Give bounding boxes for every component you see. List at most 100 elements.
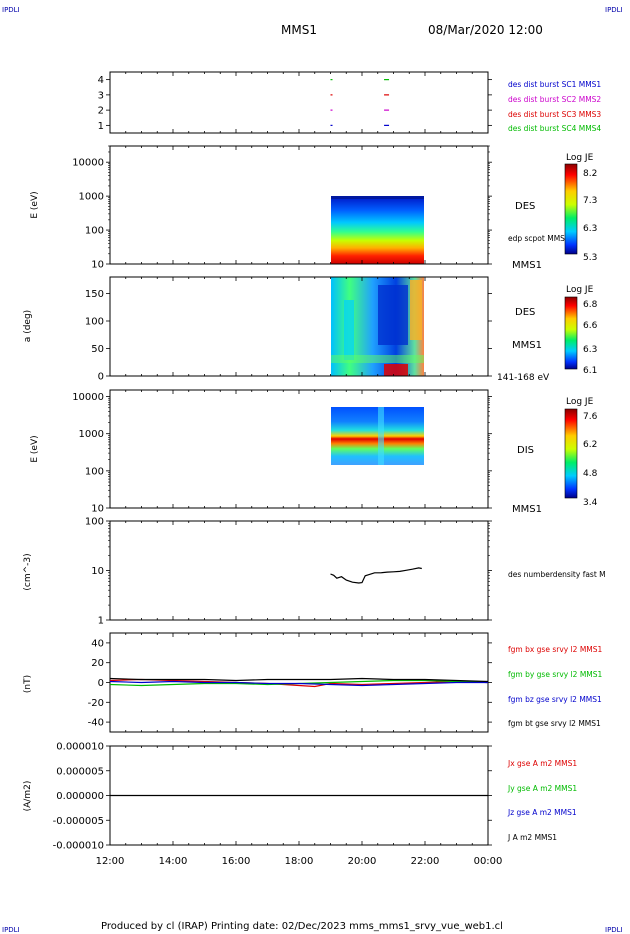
panel-5-y-ticks: -40 -20 0 20 40 xyxy=(88,638,492,729)
colorbar-1-tick-0: 8.2 xyxy=(583,169,597,179)
corner-label-top-left: IPDLI xyxy=(2,6,20,14)
panel-burst-flags: 1 2 3 4 des dist burst SC1 MMS1 des dist bu… xyxy=(98,71,601,134)
footer-credits: Produced by cl (IRAP) Printing date: 02/… xyxy=(101,921,503,932)
panel-1-species: DES xyxy=(515,201,535,212)
y-tick-label: 0.000000 xyxy=(56,791,104,802)
colorbar-1-label: Log JE xyxy=(566,153,594,163)
y-tick-label: 100 xyxy=(85,317,104,328)
y-tick-label: 100 xyxy=(85,517,104,528)
y-tick-label: 4 xyxy=(98,75,104,86)
legend-jx: Jx gse A m2 MMS1 xyxy=(507,759,577,768)
time-label: 12:00 xyxy=(96,856,125,867)
time-label: 20:00 xyxy=(348,856,377,867)
panel-3-ylabel: E (eV) xyxy=(30,435,40,462)
panel-1-y-ticks: 10 100 1000 10000 xyxy=(72,145,492,271)
panel-6-ylabel: (A/m2) xyxy=(23,781,33,812)
y-tick-label: 10 xyxy=(91,504,104,515)
y-tick-label: -20 xyxy=(88,698,104,709)
y-tick-label: 0.000005 xyxy=(56,766,104,777)
panel-4-ylabel: (cm^-3) xyxy=(23,553,33,590)
panel-des-energy: 10 100 1000 10000 E (eV) DES edp scpot MMS1… xyxy=(30,145,597,271)
panel-des-pitch: 0 50 100 150 a (deg) DES MMS1 141-168 eV Lo… xyxy=(23,276,598,383)
legend-burst-sc4: des dist burst SC4 MMS4 xyxy=(508,124,601,133)
colorbar-2-tick-2: 6.3 xyxy=(583,345,597,355)
y-tick-label: 0 xyxy=(98,678,104,689)
panel-3-frame xyxy=(109,389,489,509)
legend-burst-sc2: des dist burst SC2 MMS2 xyxy=(508,95,601,104)
time-label: 16:00 xyxy=(222,856,251,867)
legend-jz: Jz gse A m2 MMS1 xyxy=(507,808,577,817)
panel-5-ylabel: (nT) xyxy=(23,675,33,693)
y-tick-label: 2 xyxy=(98,106,104,117)
panel-3-spacecraft: MMS1 xyxy=(512,504,542,515)
panel-4-y-ticks: 1 10 100 xyxy=(85,517,492,627)
colorbar-3-tick-0: 7.6 xyxy=(583,412,598,422)
des-energy-top-edge xyxy=(331,196,424,199)
panel-4-frame xyxy=(109,520,489,621)
series-line xyxy=(109,678,489,688)
panel-0-burst-marks xyxy=(330,79,390,126)
figure-datetime: 08/Mar/2020 12:00 xyxy=(428,23,543,37)
y-tick-label: 10000 xyxy=(72,158,104,169)
y-tick-label: 100 xyxy=(85,466,104,477)
y-tick-label: 10 xyxy=(91,260,104,271)
colorbar-3-label: Log JE xyxy=(566,397,594,407)
legend-density: des numberdensity fast M xyxy=(508,570,606,579)
panel-1-spacecraft: MMS1 xyxy=(512,260,542,271)
y-tick-label: 40 xyxy=(91,638,104,649)
y-tick-label: 1000 xyxy=(79,429,104,440)
colorbar-2-tick-0: 6.8 xyxy=(583,300,598,310)
legend-fgm-bx: fgm bx gse srvy l2 MMS1 xyxy=(508,645,603,654)
y-tick-label: 0.000010 xyxy=(56,742,104,753)
des-pitch-hot-patch xyxy=(410,280,422,340)
colorbar-3 xyxy=(564,408,578,499)
y-tick-label: 10 xyxy=(91,566,104,577)
legend-burst-sc1: des dist burst SC1 MMS1 xyxy=(508,80,601,89)
colorbar-1-tick-2: 6.3 xyxy=(583,224,597,234)
series-line xyxy=(109,677,489,683)
legend-burst-sc3: des dist burst SC3 MMS3 xyxy=(508,110,601,119)
panel-5-series xyxy=(109,677,489,688)
des-pitch-red-patch xyxy=(384,364,408,376)
panel-3-y-ticks: 10 100 1000 10000 xyxy=(72,392,492,515)
panel-4-series xyxy=(330,567,422,584)
figure-title: MMS1 xyxy=(281,23,317,37)
colorbar-2-tick-1: 6.6 xyxy=(583,321,598,331)
colorbar-3-tick-2: 4.8 xyxy=(583,469,598,479)
colorbar-2-label: Log JE xyxy=(566,285,594,295)
dis-energy-stripe xyxy=(378,407,384,465)
dis-energy-spectrogram xyxy=(331,407,424,465)
y-tick-label: -0.000005 xyxy=(53,816,104,827)
panel-density: 1 10 100 (cm^-3) des numberdensity fast M xyxy=(23,517,606,627)
panel-2-species: DES xyxy=(515,307,535,318)
y-tick-label: 100 xyxy=(85,226,104,237)
corner-label-bottom-left: IPDLI xyxy=(2,926,20,934)
des-energy-spectrogram xyxy=(331,197,424,264)
y-tick-label: 3 xyxy=(98,90,104,101)
panel-6-y-ticks: -0.000010 -0.000005 0.000000 0.000005 0.0000… xyxy=(53,742,492,852)
legend-fgm-by: fgm by gse srvy l2 MMS1 xyxy=(508,670,603,679)
colorbar-3-tick-3: 3.4 xyxy=(583,498,598,508)
time-axis: 12:00 14:00 16:00 18:00 20:00 22:00 00:00 xyxy=(96,72,502,867)
time-label: 22:00 xyxy=(411,856,440,867)
legend-j: J A m2 MMS1 xyxy=(507,833,557,842)
colorbar-3-tick-1: 6.2 xyxy=(583,440,597,450)
panel-2-ylabel: a (deg) xyxy=(23,310,33,342)
series-line xyxy=(109,680,488,687)
panel-1-scpot-label: edp scpot MMS1 xyxy=(508,234,570,243)
panel-magnetic-field: -40 -20 0 20 40 (nT) fgm bx gse srvy l2 MMS1… xyxy=(23,632,603,733)
panel-current-density: -0.000010 -0.000005 0.000000 0.000005 0.0000… xyxy=(23,742,577,852)
panel-2-spacecraft: MMS1 xyxy=(512,340,542,351)
y-tick-label: 20 xyxy=(91,658,104,669)
panel-0-frame xyxy=(109,71,489,134)
panel-dis-energy: 10 100 1000 10000 E (eV) DIS MMS1 Log JE 7.… xyxy=(30,389,598,515)
time-label: 14:00 xyxy=(159,856,188,867)
corner-label-top-right: IPDLI xyxy=(605,6,623,14)
y-tick-label: -0.000010 xyxy=(53,841,104,852)
y-tick-label: 50 xyxy=(91,344,104,355)
time-label: 18:00 xyxy=(285,856,314,867)
panel-1-frame xyxy=(109,145,489,265)
colorbar-2-tick-3: 6.1 xyxy=(583,366,597,376)
legend-fgm-bt: fgm bt gse srvy l2 MMS1 xyxy=(508,719,601,728)
